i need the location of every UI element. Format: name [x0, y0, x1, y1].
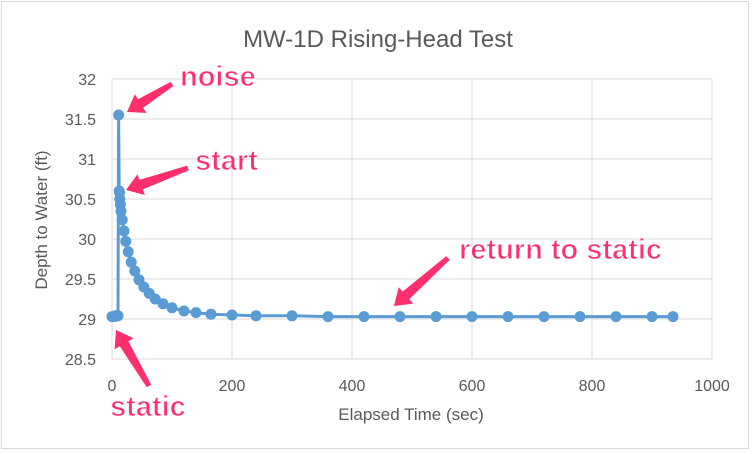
- data-point: [538, 311, 550, 323]
- y-axis-title: Depth to Water (ft): [32, 150, 51, 289]
- data-point: [112, 310, 124, 322]
- data-point: [118, 225, 130, 237]
- data-point: [574, 311, 586, 323]
- noise-arrow: [127, 81, 174, 113]
- data-point: [190, 307, 202, 319]
- data-point: [122, 246, 134, 258]
- gridlines: [111, 78, 713, 360]
- data-point: [430, 311, 442, 323]
- y-tick-labels: 28.5 29 29.5 30 30.5 31 31.5 32: [65, 72, 96, 369]
- static-arrow: [114, 330, 152, 388]
- x-tick-label: 0: [108, 378, 117, 395]
- y-tick-label: 29: [78, 312, 96, 329]
- data-point: [226, 309, 238, 321]
- data-point: [646, 311, 658, 323]
- chart-title: MW-1D Rising-Head Test: [243, 26, 513, 53]
- data-point: [157, 298, 169, 310]
- start-arrow: [126, 165, 189, 195]
- data-point: [166, 302, 178, 314]
- data-point: [178, 305, 190, 317]
- data-point: [113, 109, 125, 121]
- data-point: [116, 214, 128, 226]
- annotation-return: return to static: [459, 234, 662, 266]
- y-tick-label: 30: [78, 232, 96, 249]
- data-point: [129, 265, 141, 277]
- x-tick-label: 800: [579, 378, 606, 395]
- return-arrow: [394, 256, 450, 306]
- annotations: noise start return to static static: [110, 61, 663, 424]
- data-point: [205, 308, 217, 320]
- y-tick-label: 32: [78, 72, 96, 89]
- x-tick-label: 200: [219, 378, 246, 395]
- y-tick-label: 31: [78, 152, 96, 169]
- data-point: [286, 310, 298, 322]
- x-tick-label: 400: [339, 378, 366, 395]
- data-point: [394, 311, 406, 323]
- data-point: [358, 311, 370, 323]
- annotation-start: start: [195, 145, 258, 177]
- data-point: [250, 310, 262, 322]
- data-point: [502, 311, 514, 323]
- data-series: [106, 109, 679, 323]
- annotation-static: static: [110, 391, 186, 423]
- y-tick-label: 28.5: [65, 352, 96, 369]
- data-point: [120, 235, 132, 247]
- y-tick-label: 31.5: [65, 112, 96, 129]
- data-point: [322, 311, 334, 323]
- data-point: [667, 311, 679, 323]
- x-tick-label: 1000: [694, 378, 730, 395]
- annotation-noise: noise: [180, 61, 256, 93]
- data-point: [125, 256, 137, 268]
- data-point: [115, 205, 127, 217]
- data-point: [610, 311, 622, 323]
- y-tick-label: 30.5: [65, 192, 96, 209]
- x-tick-labels: 0 200 400 600 800 1000: [108, 378, 730, 395]
- y-tick-label: 29.5: [65, 272, 96, 289]
- data-point: [466, 311, 478, 323]
- x-tick-label: 600: [459, 378, 486, 395]
- x-axis-title: Elapsed Time (sec): [338, 405, 484, 424]
